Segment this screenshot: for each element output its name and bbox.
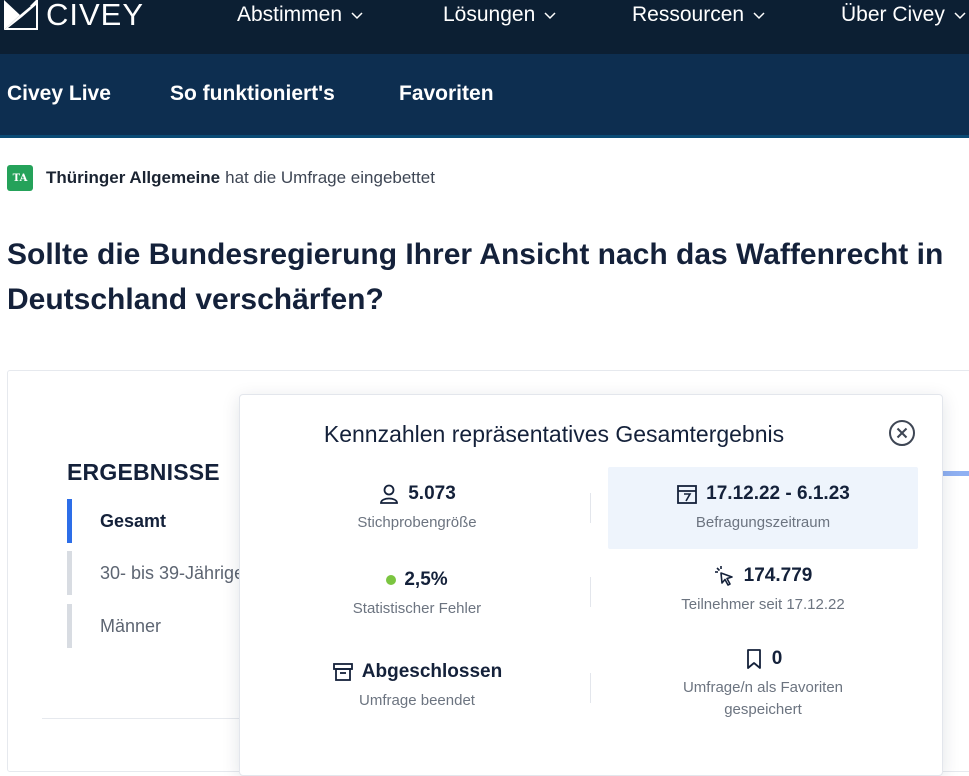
stat-statistical-error: 2,5% Statistischer Fehler bbox=[262, 569, 572, 620]
publisher-badge: TA bbox=[7, 165, 33, 191]
poll-question-line-2: Deutschland verschärfen? bbox=[7, 283, 384, 316]
card-divider bbox=[42, 718, 242, 719]
survey-period-label: Befragungszeitraum bbox=[695, 514, 831, 531]
statistical-error-label: Statistischer Fehler bbox=[352, 600, 482, 617]
results-filter-30-39[interactable]: 30- bis 39-Jährige bbox=[67, 551, 247, 595]
favorites-label-line-1: Umfrage/n als Favoriten bbox=[682, 679, 844, 696]
chevron-down-icon bbox=[954, 12, 966, 20]
nav-ueber-civey-label: Über Civey bbox=[841, 3, 945, 26]
subnav-divider bbox=[0, 135, 969, 138]
archive-icon bbox=[332, 663, 353, 681]
calendar-icon bbox=[677, 485, 698, 504]
results-filter-gesamt[interactable]: Gesamt bbox=[67, 499, 247, 543]
close-circle-icon bbox=[889, 420, 915, 446]
chevron-down-icon bbox=[544, 12, 556, 20]
survey-status-value: Abgeschlossen bbox=[361, 661, 503, 682]
nav-ueber-civey[interactable]: Über Civey bbox=[841, 0, 967, 30]
results-title: ERGEBNISSE bbox=[67, 459, 220, 485]
brand-name: CIVEY bbox=[46, 0, 145, 32]
stat-divider bbox=[590, 673, 591, 703]
nav-loesungen-label: Lösungen bbox=[443, 3, 536, 26]
stat-participants: 174.779 Teilnehmer seit 17.12.22 bbox=[608, 565, 918, 616]
results-filter-label: Gesamt bbox=[100, 510, 167, 531]
civey-logo[interactable]: CIVEY bbox=[0, 0, 144, 30]
stat-survey-period: 17.12.22 - 6.1.23 Befragungszeitraum bbox=[608, 467, 918, 549]
survey-period-value: 17.12.22 - 6.1.23 bbox=[706, 483, 850, 504]
sample-size-value: 5.073 bbox=[408, 483, 456, 504]
stat-survey-status: Abgeschlossen Umfrage beendet bbox=[262, 661, 572, 712]
favorites-label-line-2: gespeichert bbox=[724, 701, 802, 718]
stat-favorites: 0 Umfrage/n als Favoriten gespeichert bbox=[608, 648, 918, 721]
stat-divider bbox=[590, 577, 591, 607]
civey-logo-mark-icon bbox=[4, 0, 38, 30]
bookmark-icon bbox=[746, 649, 761, 669]
nav-loesungen[interactable]: Lösungen bbox=[443, 0, 557, 30]
cursor-click-icon bbox=[714, 566, 733, 586]
nav-abstimmen-label: Abstimmen bbox=[237, 3, 343, 26]
statistical-error-value: 2,5% bbox=[404, 569, 448, 590]
favorites-value: 0 bbox=[771, 648, 783, 669]
results-filter-maenner[interactable]: Männer bbox=[67, 604, 247, 648]
nav-ressourcen-label: Ressourcen bbox=[632, 3, 745, 26]
status-dot-icon bbox=[386, 575, 397, 585]
stat-divider bbox=[590, 493, 591, 523]
favorites-label: Umfrage/n als Favoriten gespeichert bbox=[608, 677, 918, 721]
close-button[interactable] bbox=[886, 417, 918, 449]
poll-question-line-1: Sollte die Bundesregierung Ihrer Ansicht… bbox=[7, 238, 944, 271]
embed-notice: TA Thüringer Allgemeine hat die Umfrage … bbox=[7, 165, 435, 191]
chevron-down-icon bbox=[351, 12, 363, 20]
publisher-name[interactable]: Thüringer Allgemeine bbox=[46, 168, 221, 187]
nav-abstimmen[interactable]: Abstimmen bbox=[237, 0, 364, 30]
results-filter-label: 30- bis 39-Jährige bbox=[100, 562, 245, 583]
subnav-so-funktionierts[interactable]: So funktioniert's bbox=[170, 82, 335, 105]
embed-text: hat die Umfrage eingebettet bbox=[225, 168, 435, 187]
nav-ressourcen[interactable]: Ressourcen bbox=[632, 0, 766, 30]
subnav-favoriten[interactable]: Favoriten bbox=[399, 82, 494, 105]
sub-navigation-bar: Civey Live So funktioniert's Favoriten bbox=[0, 54, 969, 136]
popup-title: Kennzahlen repräsentatives Gesamtergebni… bbox=[323, 421, 785, 447]
subnav-civey-live[interactable]: Civey Live bbox=[7, 82, 111, 105]
survey-status-label: Umfrage beendet bbox=[359, 692, 475, 709]
result-bar-fragment bbox=[940, 471, 969, 476]
top-navigation-bar: CIVEY Abstimmen Lösungen Ressourcen Über… bbox=[0, 0, 969, 54]
sample-size-label: Stichprobengröße bbox=[357, 514, 477, 531]
poll-question: Sollte die Bundesregierung Ihrer Ansicht… bbox=[7, 232, 969, 322]
stat-sample-size: 5.073 Stichprobengröße bbox=[262, 483, 572, 534]
participants-label: Teilnehmer seit 17.12.22 bbox=[681, 596, 845, 613]
person-icon bbox=[380, 484, 399, 504]
chevron-down-icon bbox=[753, 12, 765, 20]
key-figures-popup: Kennzahlen repräsentatives Gesamtergebni… bbox=[239, 394, 943, 776]
participants-value: 174.779 bbox=[743, 565, 813, 586]
results-filter-label: Männer bbox=[100, 615, 162, 636]
